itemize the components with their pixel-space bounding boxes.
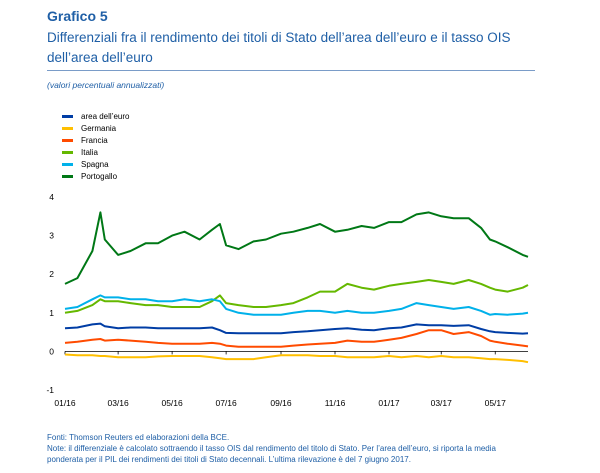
legend-swatch xyxy=(62,114,73,118)
x-tick-label: 01/16 xyxy=(54,398,76,408)
series-line-area-dell-euro xyxy=(64,322,529,335)
y-tick-label: 0 xyxy=(49,346,54,356)
legend-swatch xyxy=(62,126,73,130)
x-tick-label: 07/16 xyxy=(215,398,237,408)
y-tick-label: 3 xyxy=(49,231,54,241)
chart-legend: area dell’euro Germania Francia Italia Spagn… xyxy=(62,110,129,182)
legend-swatch xyxy=(62,150,73,154)
source-note: Fonti: Thomson Reuters ed elaborazioni d… xyxy=(47,433,230,442)
legend-label: Italia xyxy=(81,147,98,157)
series-line-spagna xyxy=(64,294,529,316)
chart-heading: Grafico 5 Differenziali fra il rendiment… xyxy=(47,8,537,68)
method-note-line-2: ponderata per il PIL dei rendimenti dei … xyxy=(47,455,411,464)
series-line-portogallo xyxy=(64,211,529,285)
method-note-line-1: Note: il differenziale è calcolato sottr… xyxy=(47,444,496,453)
legend-label: Portogallo xyxy=(81,171,118,181)
legend-label: Germania xyxy=(81,123,117,133)
legend-label: area dell’euro xyxy=(81,111,130,121)
footnotes: Fonti: Thomson Reuters ed elaborazioni d… xyxy=(47,432,567,465)
legend-item: Italia xyxy=(62,146,129,158)
legend-item: area dell’euro xyxy=(62,110,129,122)
x-tick-label: 05/17 xyxy=(485,398,507,408)
legend-item: Spagna xyxy=(62,158,129,170)
legend-swatch xyxy=(62,138,73,142)
series-line-italia xyxy=(64,279,529,314)
y-tick-label: 2 xyxy=(49,269,54,279)
x-tick-label: 03/16 xyxy=(107,398,129,408)
chart-number: Grafico 5 xyxy=(47,8,108,24)
y-tick-label: 4 xyxy=(49,192,54,202)
y-tick-label: 1 xyxy=(49,308,54,318)
chart-title: Differenziali fra il rendimento dei tito… xyxy=(47,28,537,68)
x-tick-label: 11/16 xyxy=(325,398,346,408)
legend-label: Spagna xyxy=(81,159,109,169)
chart-title-line-1: Differenziali fra il rendimento dei tito… xyxy=(47,30,511,45)
units-label: (valori percentuali annualizzati) xyxy=(47,80,165,90)
legend-label: Francia xyxy=(81,135,108,145)
x-tick-label: 01/17 xyxy=(378,398,400,408)
legend-swatch xyxy=(62,162,73,166)
chart-title-line-2: dell’area dell’euro xyxy=(47,50,153,65)
title-divider xyxy=(47,70,535,71)
y-tick-label: -1 xyxy=(46,385,54,395)
series-line-francia xyxy=(64,329,529,348)
legend-swatch xyxy=(62,174,73,178)
legend-item: Francia xyxy=(62,134,129,146)
x-tick-label: 09/16 xyxy=(270,398,292,408)
x-tick-label: 03/17 xyxy=(431,398,453,408)
series-line-germania xyxy=(64,353,529,364)
legend-item: Portogallo xyxy=(62,170,129,182)
legend-item: Germania xyxy=(62,122,129,134)
x-tick-label: 05/16 xyxy=(161,398,183,408)
